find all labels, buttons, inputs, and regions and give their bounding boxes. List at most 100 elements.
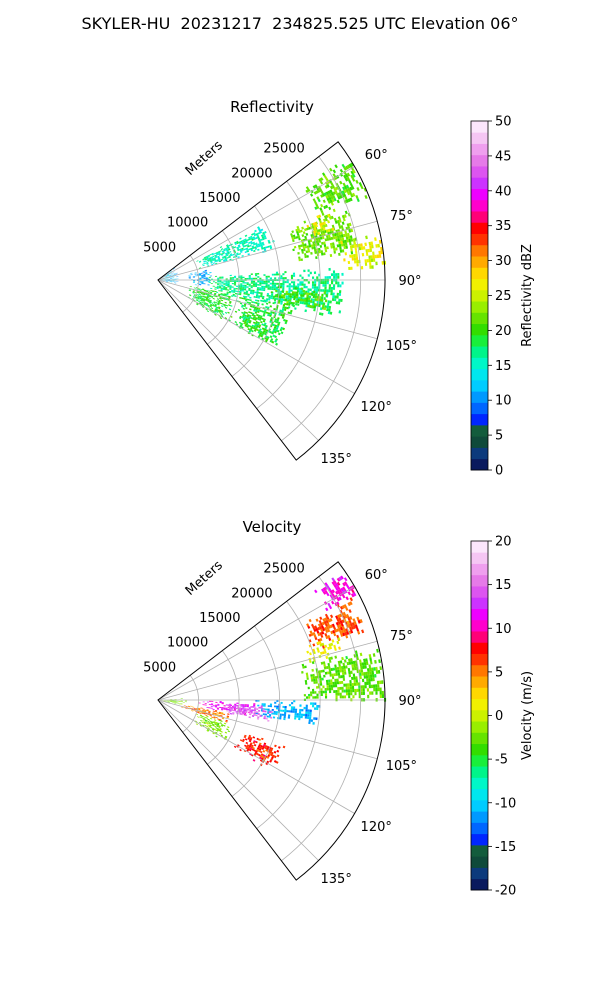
colorbar-segment	[471, 586, 488, 598]
echo-gate	[180, 704, 183, 705]
echo-gate	[253, 308, 256, 311]
echo-gate	[344, 210, 348, 215]
echo-gate	[237, 744, 240, 747]
colorbar-tick-label: 5	[495, 429, 503, 444]
echo-gate	[273, 308, 276, 311]
echo-gate	[273, 710, 276, 713]
echo-gate	[364, 262, 368, 266]
echo-gate	[323, 215, 327, 219]
echo-gate	[272, 323, 276, 327]
echo-gate	[337, 195, 341, 200]
echo-gate	[312, 300, 315, 304]
echo-gate	[203, 278, 206, 279]
echo-gate	[247, 737, 250, 740]
echo-gate	[236, 247, 240, 250]
polar-grid	[157, 576, 385, 862]
echo-gate	[203, 716, 207, 719]
echo-gate	[255, 740, 258, 744]
echo-gate	[226, 291, 229, 293]
echo-gate	[272, 754, 275, 758]
echo-gate	[342, 582, 346, 587]
echo-gate	[339, 660, 343, 664]
echo-gate	[262, 330, 266, 333]
echo-gate	[218, 290, 221, 292]
echo-gate	[246, 749, 249, 752]
echo-gate	[306, 294, 309, 298]
echo-gate	[324, 217, 328, 222]
echo-gate	[250, 273, 253, 275]
echo-gate	[202, 296, 205, 298]
echo-gate	[345, 689, 348, 693]
echo-gate	[248, 749, 252, 752]
echo-gate	[225, 707, 228, 709]
echo-gate	[267, 287, 270, 290]
echo-gate	[326, 592, 330, 597]
echo-gate	[244, 238, 247, 241]
echo-gate	[207, 258, 210, 261]
echo-gate	[302, 294, 305, 297]
echo-gate	[296, 713, 299, 716]
echo-gate	[354, 624, 358, 629]
echo-gate	[258, 325, 261, 329]
echo-gate	[206, 720, 210, 722]
echo-gate	[267, 286, 270, 288]
echo-gate	[306, 227, 309, 231]
echo-gate	[270, 338, 274, 341]
echo-gate	[309, 652, 312, 656]
echo-gate	[205, 713, 208, 715]
echo-gate	[205, 290, 209, 293]
echo-gate	[319, 244, 323, 248]
echo-gate	[206, 729, 210, 732]
echo-gate	[217, 704, 220, 706]
echo-gate	[328, 286, 331, 290]
echo-gate	[377, 684, 380, 688]
echo-gate	[230, 707, 233, 709]
echo-gate	[231, 286, 234, 288]
echo-gate	[265, 324, 268, 328]
colorbar-segment	[471, 811, 488, 823]
echo-gate	[253, 749, 257, 752]
colorbar-segment	[471, 709, 488, 722]
echo-gate	[183, 705, 186, 707]
echo-gate	[261, 737, 264, 741]
echo-gate	[226, 728, 229, 731]
echo-gate	[337, 614, 341, 619]
echo-gate	[253, 237, 256, 241]
echo-gate	[343, 604, 347, 608]
echo-gate	[249, 296, 252, 299]
echo-gate	[234, 277, 237, 279]
echo-gate	[301, 241, 305, 245]
echo-gate	[309, 300, 313, 303]
echo-gate	[167, 701, 171, 702]
echo-gate	[218, 725, 221, 727]
echo-gate	[223, 280, 226, 282]
echo-gate	[216, 287, 219, 290]
echo-gate	[293, 274, 296, 277]
echo-gate	[321, 296, 324, 300]
echo-gate	[227, 252, 230, 255]
echo-gate	[308, 244, 312, 248]
echo-gate	[310, 674, 313, 677]
echo-gate	[208, 302, 211, 304]
echo-gate	[269, 288, 272, 290]
echo-gate	[257, 248, 260, 251]
echo-gate	[312, 688, 315, 692]
echo-gate	[193, 280, 196, 282]
echo-gate	[306, 650, 310, 654]
echo-gate	[173, 272, 176, 274]
echo-gate	[208, 280, 211, 282]
echo-gate	[253, 740, 256, 743]
echo-gate	[314, 295, 318, 299]
echo-gate	[377, 687, 380, 692]
echo-gate	[282, 314, 285, 317]
echo-gate	[175, 272, 178, 274]
echo-gate	[356, 688, 359, 692]
echo-gate	[259, 284, 262, 286]
echo-gate	[301, 301, 305, 305]
echo-gate	[257, 236, 260, 239]
echo-gate	[199, 274, 202, 276]
echo-gate	[167, 701, 170, 703]
echo-gate	[337, 281, 340, 285]
echo-gate	[365, 675, 369, 679]
